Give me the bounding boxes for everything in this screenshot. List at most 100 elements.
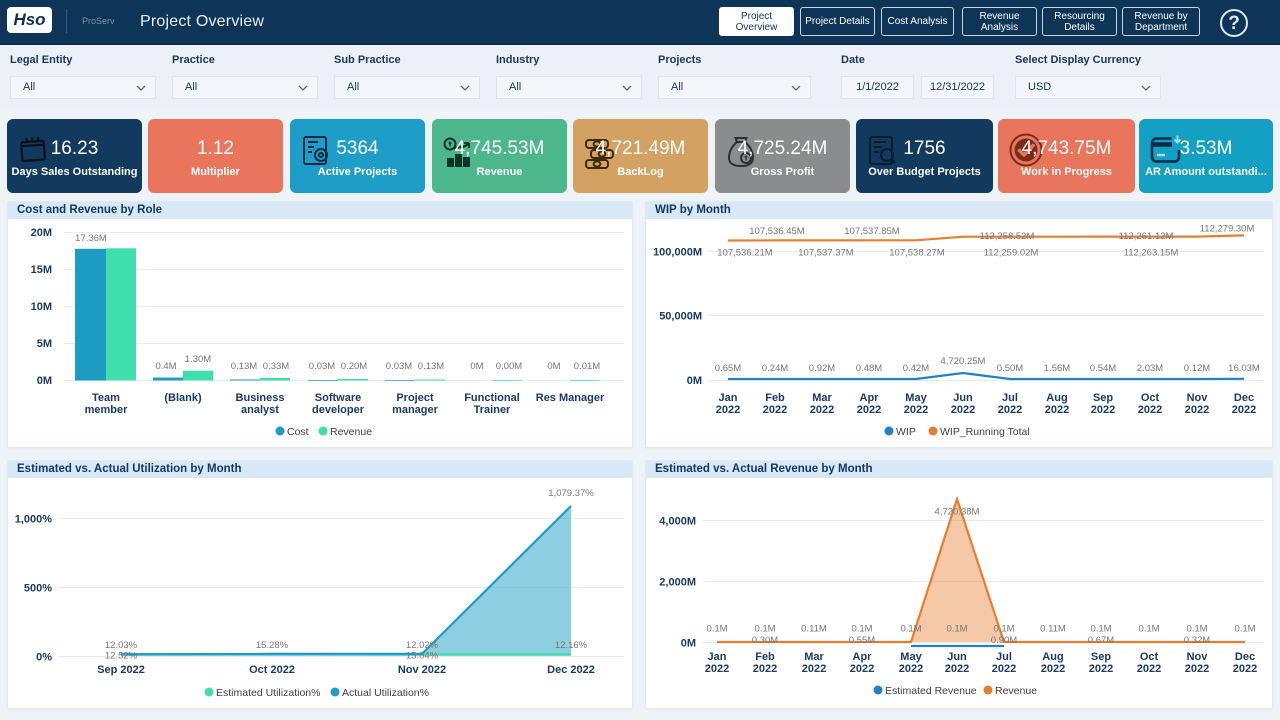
svg-text:0M: 0M bbox=[681, 638, 696, 650]
svg-text:2.03M: 2.03M bbox=[1137, 363, 1163, 374]
svg-text:0.65M: 0.65M bbox=[715, 363, 741, 374]
svg-text:0.24M: 0.24M bbox=[762, 363, 788, 374]
svg-text:50,000M: 50,000M bbox=[659, 311, 702, 323]
svg-text:112,261.12M: 112,261.12M bbox=[1119, 231, 1174, 242]
svg-text:Cost: Cost bbox=[287, 426, 309, 438]
svg-text:Oct: Oct bbox=[1141, 392, 1160, 404]
svg-text:16.03M: 16.03M bbox=[1228, 363, 1260, 374]
svg-text:0.20M: 0.20M bbox=[341, 361, 367, 372]
svg-text:WIP: WIP bbox=[896, 426, 916, 438]
svg-text:0.1M: 0.1M bbox=[1234, 624, 1255, 635]
svg-text:Feb: Feb bbox=[765, 392, 785, 404]
svg-text:0M: 0M bbox=[470, 361, 483, 372]
svg-text:2022: 2022 bbox=[998, 404, 1022, 416]
svg-text:manager: manager bbox=[392, 404, 439, 416]
svg-text:1.30M: 1.30M bbox=[185, 354, 211, 365]
svg-text:2022: 2022 bbox=[904, 404, 928, 416]
svg-text:20M: 20M bbox=[31, 227, 52, 239]
svg-text:2022: 2022 bbox=[1045, 404, 1069, 416]
svg-text:0.1M: 0.1M bbox=[993, 624, 1014, 635]
svg-text:Dec: Dec bbox=[1234, 392, 1254, 404]
svg-text:Dec: Dec bbox=[1235, 651, 1255, 663]
svg-text:analyst: analyst bbox=[241, 404, 279, 416]
svg-text:4,000M: 4,000M bbox=[659, 516, 696, 528]
svg-text:2022: 2022 bbox=[1137, 663, 1161, 675]
svg-text:2022: 2022 bbox=[1233, 663, 1257, 675]
svg-text:107,537.37M: 107,537.37M bbox=[798, 248, 854, 259]
svg-text:Project: Project bbox=[396, 392, 434, 404]
svg-text:Oct 2022: Oct 2022 bbox=[249, 664, 295, 676]
svg-text:107,536.21M: 107,536.21M bbox=[717, 248, 773, 259]
svg-text:Functional: Functional bbox=[464, 392, 520, 404]
svg-text:12.03%: 12.03% bbox=[105, 640, 138, 651]
svg-text:15.28%: 15.28% bbox=[256, 640, 289, 651]
svg-text:developer: developer bbox=[312, 404, 365, 416]
svg-text:2022: 2022 bbox=[1185, 663, 1209, 675]
svg-text:1,079.37%: 1,079.37% bbox=[548, 488, 594, 499]
svg-text:Jan: Jan bbox=[719, 392, 738, 404]
svg-text:2022: 2022 bbox=[716, 404, 740, 416]
svg-text:Jul: Jul bbox=[996, 651, 1012, 663]
svg-text:0.90M: 0.90M bbox=[991, 635, 1017, 646]
svg-text:(Blank): (Blank) bbox=[164, 392, 202, 404]
svg-text:Actual Utilization%: Actual Utilization% bbox=[342, 687, 429, 699]
svg-text:15M: 15M bbox=[31, 264, 52, 276]
svg-text:2022: 2022 bbox=[705, 663, 729, 675]
svg-text:0M: 0M bbox=[687, 375, 702, 387]
svg-text:0%: 0% bbox=[36, 652, 52, 664]
svg-text:0M: 0M bbox=[37, 375, 52, 387]
svg-text:0.54M: 0.54M bbox=[1090, 363, 1116, 374]
svg-text:Nov: Nov bbox=[1187, 392, 1209, 404]
svg-text:Jun: Jun bbox=[953, 392, 973, 404]
svg-text:112,258.52M: 112,258.52M bbox=[980, 231, 1035, 242]
svg-text:2,000M: 2,000M bbox=[659, 577, 696, 589]
svg-text:107,537.85M: 107,537.85M bbox=[844, 226, 900, 237]
svg-text:Mar: Mar bbox=[812, 392, 832, 404]
svg-text:0.67M: 0.67M bbox=[1088, 635, 1114, 646]
svg-text:4,720.25M: 4,720.25M bbox=[941, 356, 986, 367]
svg-text:Sep: Sep bbox=[1093, 392, 1113, 404]
svg-text:0.30M: 0.30M bbox=[752, 635, 778, 646]
svg-text:Feb: Feb bbox=[755, 651, 775, 663]
svg-text:0.42M: 0.42M bbox=[903, 363, 929, 374]
svg-text:12.16%: 12.16% bbox=[555, 640, 588, 651]
svg-text:2022: 2022 bbox=[1041, 663, 1065, 675]
svg-text:2022: 2022 bbox=[763, 404, 787, 416]
svg-text:1,000%: 1,000% bbox=[15, 514, 53, 526]
svg-text:Nov 2022: Nov 2022 bbox=[398, 664, 446, 676]
svg-text:0.48M: 0.48M bbox=[856, 363, 882, 374]
svg-text:0.32M: 0.32M bbox=[1184, 635, 1210, 646]
svg-text:2022: 2022 bbox=[1089, 663, 1113, 675]
svg-text:Apr: Apr bbox=[860, 392, 880, 404]
svg-text:2022: 2022 bbox=[992, 663, 1016, 675]
svg-text:10M: 10M bbox=[31, 301, 52, 313]
svg-text:0.03M: 0.03M bbox=[386, 361, 412, 372]
svg-text:500%: 500% bbox=[24, 583, 52, 595]
svg-text:Oct: Oct bbox=[1140, 651, 1159, 663]
svg-text:107,536.45M: 107,536.45M bbox=[749, 226, 805, 237]
svg-text:May: May bbox=[900, 651, 922, 663]
svg-text:0.1M: 0.1M bbox=[946, 624, 967, 635]
svg-text:May: May bbox=[905, 392, 927, 404]
svg-text:Aug: Aug bbox=[1042, 651, 1063, 663]
svg-text:12.52%: 12.52% bbox=[105, 651, 138, 662]
svg-text:0.1M: 0.1M bbox=[754, 624, 775, 635]
svg-text:Mar: Mar bbox=[804, 651, 824, 663]
svg-text:0.12M: 0.12M bbox=[1184, 363, 1210, 374]
svg-text:Estimated Revenue: Estimated Revenue bbox=[885, 685, 977, 697]
svg-text:15.04%: 15.04% bbox=[406, 651, 439, 662]
svg-text:112,263.15M: 112,263.15M bbox=[1124, 248, 1179, 259]
svg-text:0.4M: 0.4M bbox=[155, 361, 176, 372]
svg-text:Nov: Nov bbox=[1187, 651, 1209, 663]
svg-text:0.1M: 0.1M bbox=[1138, 624, 1159, 635]
svg-text:Revenue: Revenue bbox=[995, 685, 1037, 697]
svg-text:WIP_Running Total: WIP_Running Total bbox=[940, 426, 1030, 438]
svg-text:Sep: Sep bbox=[1091, 651, 1111, 663]
svg-text:2022: 2022 bbox=[1091, 404, 1115, 416]
svg-text:0.1M: 0.1M bbox=[1186, 624, 1207, 635]
svg-text:2022: 2022 bbox=[951, 404, 975, 416]
svg-text:0.55M: 0.55M bbox=[849, 635, 875, 646]
svg-text:0.03M: 0.03M bbox=[309, 361, 335, 372]
svg-text:2022: 2022 bbox=[810, 404, 834, 416]
svg-text:100,000M: 100,000M bbox=[653, 247, 702, 259]
